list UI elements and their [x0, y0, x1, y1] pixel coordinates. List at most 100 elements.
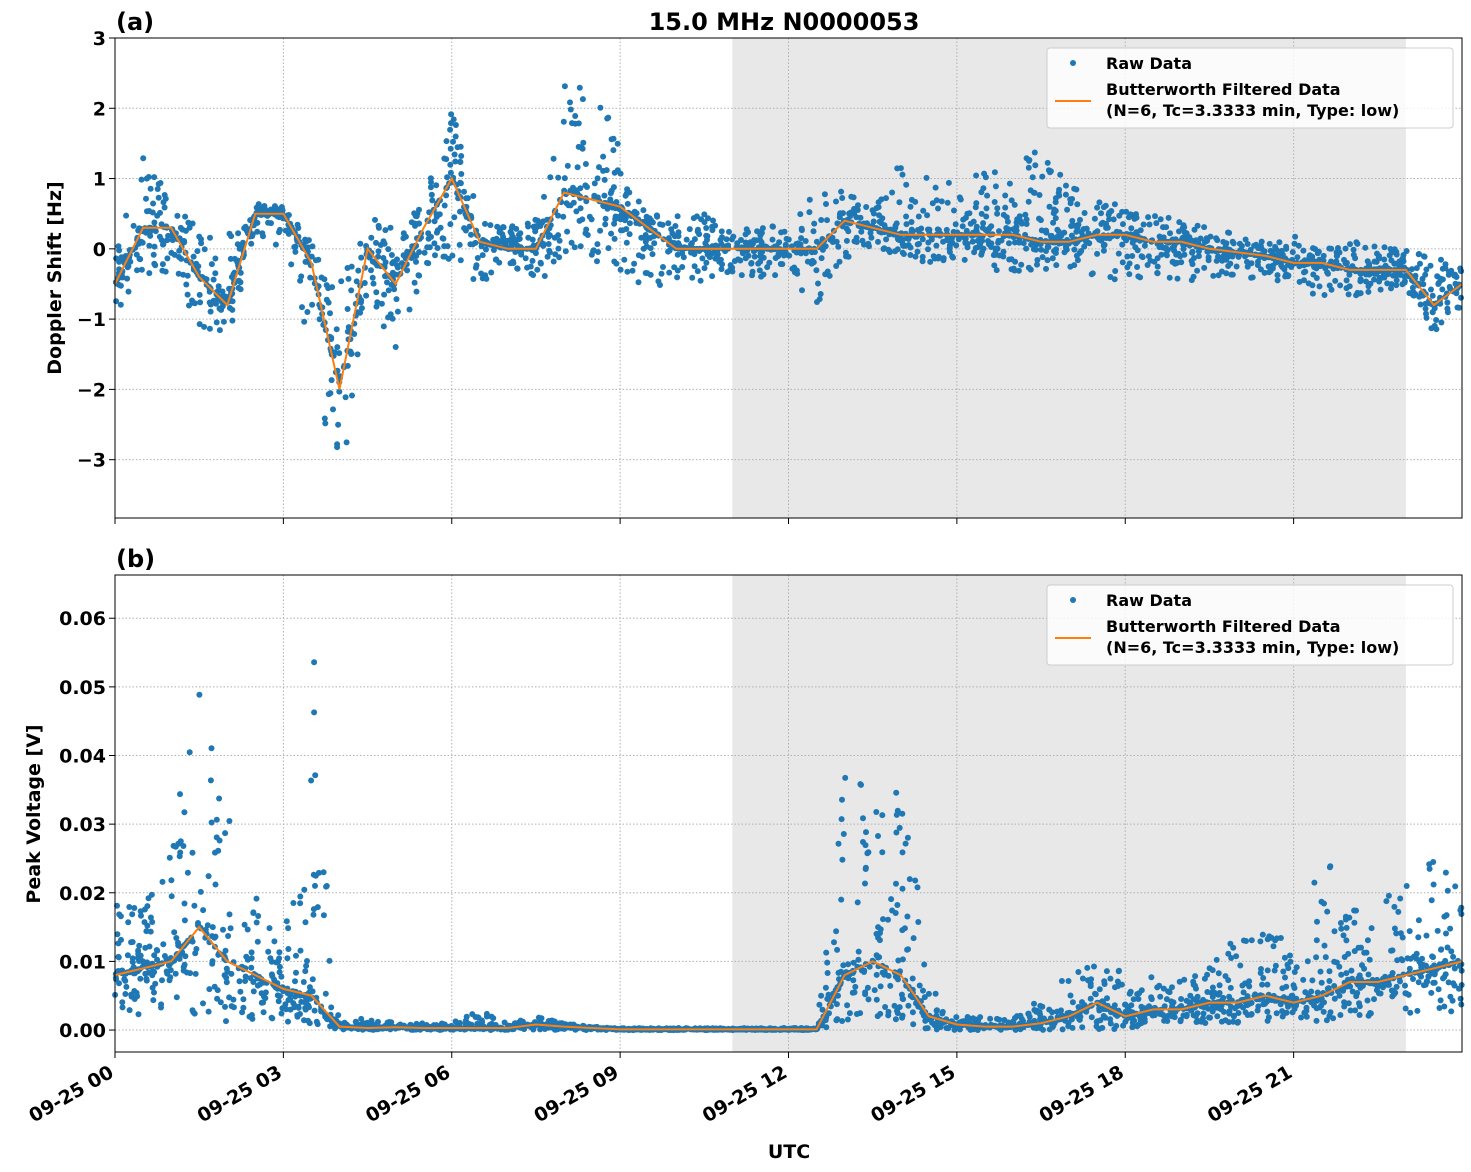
raw-data-point [1011, 267, 1018, 274]
raw-data-point [1340, 932, 1347, 939]
raw-data-point [301, 886, 308, 893]
raw-data-point [567, 99, 573, 106]
raw-data-point [835, 969, 842, 976]
raw-data-point [357, 240, 364, 247]
raw-data-point [822, 984, 829, 991]
raw-data-point [1094, 250, 1101, 257]
raw-data-point [140, 155, 147, 162]
raw-data-point [209, 960, 216, 967]
raw-data-point [335, 1012, 342, 1019]
raw-data-point [253, 919, 260, 926]
raw-data-point [1101, 978, 1108, 985]
raw-data-point [642, 232, 649, 238]
raw-data-point [845, 253, 852, 260]
raw-data-point [478, 270, 485, 277]
raw-data-point [176, 247, 183, 254]
raw-data-point [1006, 240, 1012, 247]
raw-data-point [384, 279, 390, 286]
raw-data-point [1200, 1010, 1207, 1017]
raw-data-point [1363, 278, 1369, 285]
raw-data-point [893, 880, 899, 887]
raw-data-point [431, 218, 438, 225]
raw-data-point [177, 838, 184, 845]
raw-data-point [983, 213, 990, 220]
raw-data-point [157, 180, 164, 186]
raw-data-point [373, 239, 379, 246]
raw-data-point [465, 1020, 472, 1027]
raw-data-point [818, 255, 825, 262]
raw-data-point [1415, 251, 1422, 258]
raw-data-point [943, 226, 950, 233]
raw-data-point [134, 267, 140, 274]
raw-data-point [1203, 238, 1210, 245]
raw-data-point [452, 158, 459, 165]
raw-data-point [906, 876, 913, 883]
raw-data-point [474, 1014, 481, 1021]
raw-data-point [224, 968, 231, 975]
y-tick-label: 0.01 [59, 951, 106, 973]
raw-data-point [1063, 182, 1069, 189]
raw-data-point [461, 225, 468, 232]
raw-data-point [444, 174, 451, 181]
raw-data-point [1276, 249, 1283, 255]
raw-data-point [1451, 272, 1458, 279]
raw-data-point [1177, 253, 1184, 260]
raw-data-point [963, 227, 970, 234]
raw-data-point [799, 287, 805, 294]
raw-data-point [1430, 881, 1437, 888]
raw-data-point [297, 947, 304, 954]
raw-data-point [777, 261, 784, 267]
raw-data-point [988, 244, 995, 250]
raw-data-point [1096, 236, 1103, 243]
raw-data-point [674, 251, 681, 258]
raw-data-point [871, 987, 878, 994]
raw-data-point [1098, 221, 1105, 227]
legend [1046, 47, 1454, 129]
raw-data-point [1259, 931, 1266, 938]
raw-data-point [584, 184, 590, 190]
y-tick-label: 0.02 [59, 883, 106, 905]
raw-data-point [466, 223, 473, 230]
raw-data-point [129, 911, 136, 918]
raw-data-point [1249, 274, 1256, 281]
raw-data-point [1326, 978, 1333, 984]
raw-data-point [1407, 955, 1414, 962]
raw-data-point [213, 319, 220, 326]
raw-data-point [853, 214, 860, 221]
raw-data-point [992, 183, 999, 190]
raw-data-point [831, 939, 837, 946]
raw-data-point [303, 962, 310, 969]
raw-data-point [819, 1006, 826, 1013]
raw-data-point [290, 900, 297, 906]
raw-data-point [283, 1006, 290, 1013]
raw-data-point [236, 978, 243, 985]
raw-data-point [1039, 173, 1046, 180]
raw-data-point [1107, 1020, 1114, 1027]
raw-data-point [196, 321, 203, 328]
raw-data-point [208, 261, 215, 268]
raw-data-point [257, 981, 264, 988]
raw-data-point [304, 958, 310, 964]
raw-data-point [769, 236, 776, 243]
raw-data-point [368, 267, 374, 274]
raw-data-point [979, 248, 986, 255]
raw-data-point [1397, 895, 1404, 902]
raw-data-point [1282, 273, 1289, 280]
raw-data-point [916, 982, 923, 989]
raw-data-point [1406, 928, 1413, 935]
raw-data-point [1313, 275, 1320, 281]
raw-data-point [1242, 236, 1249, 243]
raw-data-point [1267, 247, 1274, 254]
raw-data-point [760, 254, 767, 261]
raw-data-point [124, 952, 131, 959]
raw-data-point [635, 252, 642, 259]
y-tick-label: 0.06 [59, 608, 106, 630]
raw-data-point [1306, 252, 1313, 259]
raw-data-point [1320, 252, 1327, 259]
raw-data-point [718, 266, 725, 273]
raw-data-point [1449, 997, 1456, 1004]
raw-data-point [1310, 263, 1317, 270]
raw-data-point [1430, 979, 1437, 986]
raw-data-point [345, 275, 352, 282]
raw-data-point [1075, 1004, 1082, 1010]
